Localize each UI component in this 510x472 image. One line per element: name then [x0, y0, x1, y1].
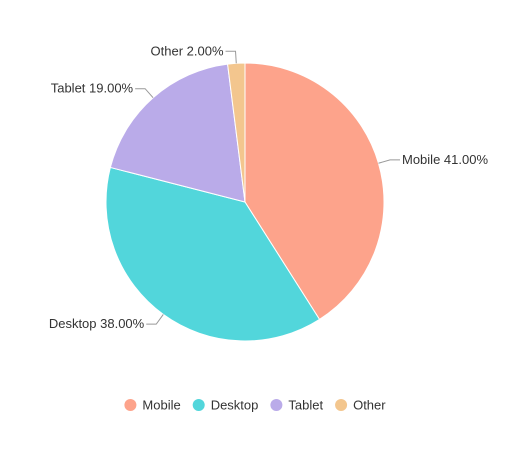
legend-marker-mobile — [124, 399, 136, 411]
slice-label-other: Other 2.00% — [151, 43, 224, 58]
slice-label-desktop: Desktop 38.00% — [49, 316, 145, 331]
legend-label-tablet: Tablet — [288, 398, 323, 413]
legend-label-desktop: Desktop — [211, 398, 259, 413]
legend-marker-other — [335, 399, 347, 411]
slice-label-tablet: Tablet 19.00% — [51, 81, 134, 96]
leader-line-mobile — [378, 160, 400, 163]
leader-line-tablet — [135, 89, 153, 98]
slice-label-mobile: Mobile 41.00% — [402, 152, 488, 167]
leader-line-other — [226, 51, 237, 63]
legend-marker-desktop — [193, 399, 205, 411]
legend-label-mobile: Mobile — [142, 398, 180, 413]
legend: Mobile Desktop Tablet Other — [124, 398, 386, 413]
leader-line-desktop — [146, 314, 163, 324]
pie-slices — [106, 63, 384, 341]
legend-label-other: Other — [353, 398, 386, 413]
legend-item-mobile[interactable]: Mobile — [124, 398, 180, 413]
legend-item-other[interactable]: Other — [335, 398, 386, 413]
legend-item-tablet[interactable]: Tablet — [270, 398, 323, 413]
legend-item-desktop[interactable]: Desktop — [193, 398, 259, 413]
legend-marker-tablet — [270, 399, 282, 411]
